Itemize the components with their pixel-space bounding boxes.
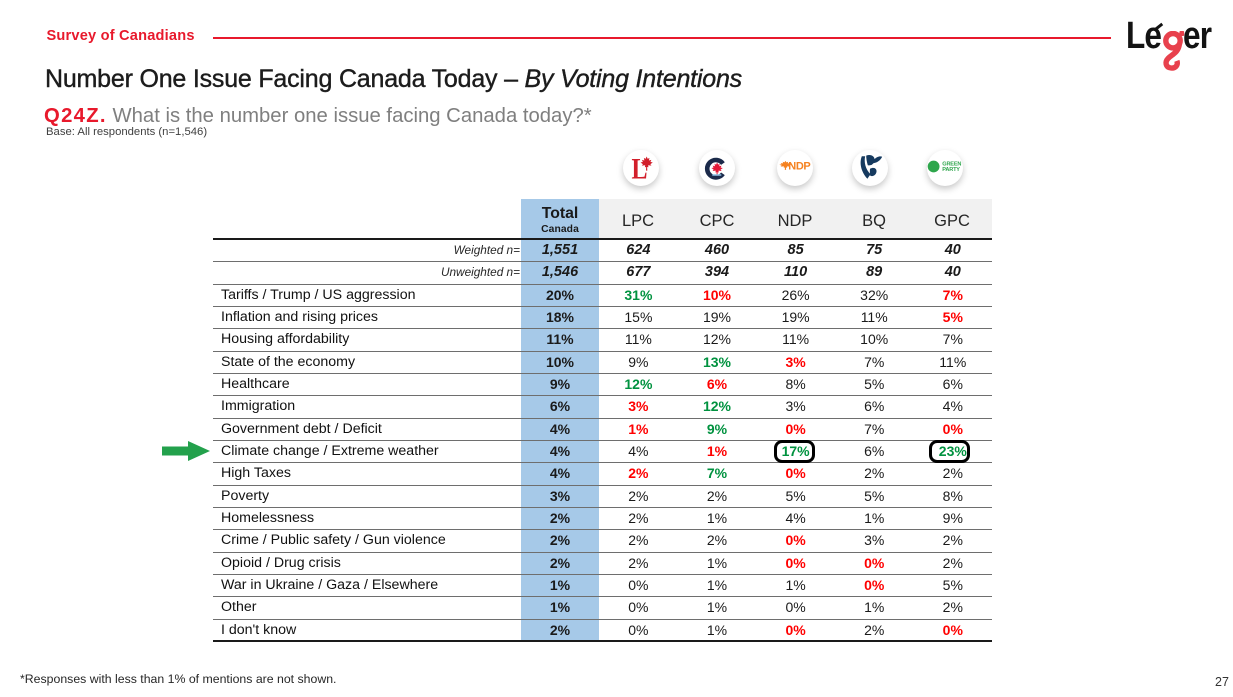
svg-text:L: L (632, 151, 648, 184)
svg-text:GREEN: GREEN (942, 161, 961, 167)
svg-text:PARTY: PARTY (942, 167, 960, 173)
svg-text:NDP: NDP (788, 160, 810, 172)
